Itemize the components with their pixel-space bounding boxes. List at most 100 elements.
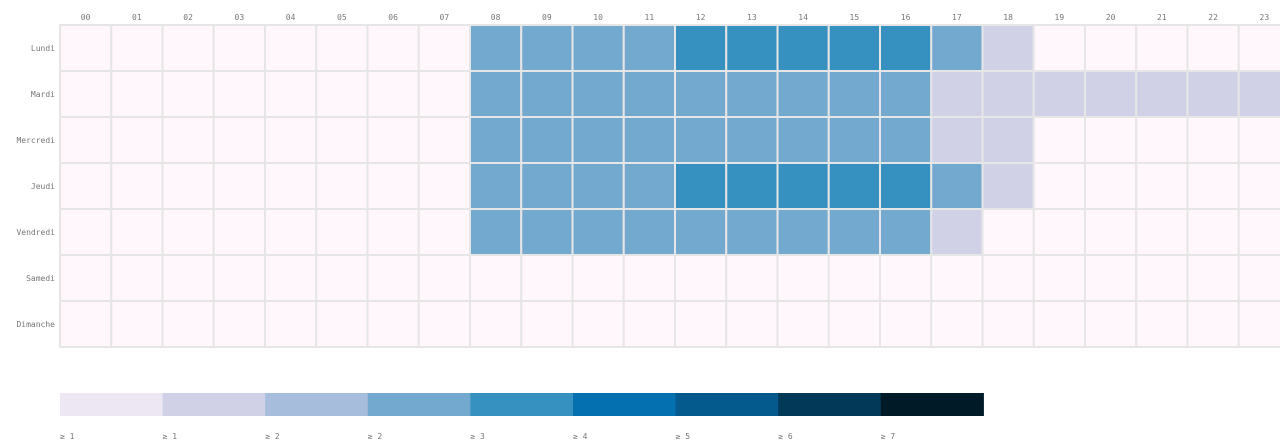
heatmap-cell-mercredi-05[interactable]	[315, 116, 369, 164]
heatmap-cell-samedi-02[interactable]	[161, 254, 215, 302]
heatmap-cell-jeudi-09[interactable]	[520, 162, 574, 210]
heatmap-cell-dimanche-00[interactable]	[59, 300, 113, 348]
heatmap-cell-samedi-21[interactable]	[1135, 254, 1189, 302]
heatmap-cell-jeudi-22[interactable]	[1186, 162, 1240, 210]
heatmap-cell-mercredi-13[interactable]	[725, 116, 779, 164]
heatmap-cell-samedi-09[interactable]	[520, 254, 574, 302]
heatmap-cell-lundi-07[interactable]	[417, 24, 471, 72]
heatmap-cell-mardi-02[interactable]	[161, 70, 215, 118]
heatmap-cell-vendredi-07[interactable]	[417, 208, 471, 256]
heatmap-cell-mercredi-17[interactable]	[930, 116, 984, 164]
heatmap-cell-jeudi-04[interactable]	[264, 162, 318, 210]
heatmap-cell-lundi-18[interactable]	[981, 24, 1035, 72]
heatmap-cell-vendredi-22[interactable]	[1186, 208, 1240, 256]
heatmap-cell-mercredi-16[interactable]	[879, 116, 933, 164]
heatmap-cell-jeudi-06[interactable]	[366, 162, 420, 210]
heatmap-cell-mercredi-15[interactable]	[827, 116, 881, 164]
heatmap-cell-mercredi-18[interactable]	[981, 116, 1035, 164]
heatmap-cell-lundi-06[interactable]	[366, 24, 420, 72]
heatmap-cell-dimanche-03[interactable]	[212, 300, 266, 348]
heatmap-cell-mercredi-11[interactable]	[622, 116, 676, 164]
heatmap-cell-jeudi-05[interactable]	[315, 162, 369, 210]
heatmap-cell-dimanche-11[interactable]	[622, 300, 676, 348]
heatmap-cell-samedi-19[interactable]	[1032, 254, 1086, 302]
heatmap-cell-vendredi-15[interactable]	[827, 208, 881, 256]
heatmap-cell-dimanche-06[interactable]	[366, 300, 420, 348]
heatmap-cell-dimanche-12[interactable]	[674, 300, 728, 348]
heatmap-cell-samedi-13[interactable]	[725, 254, 779, 302]
heatmap-cell-mercredi-03[interactable]	[212, 116, 266, 164]
heatmap-cell-samedi-00[interactable]	[59, 254, 113, 302]
heatmap-cell-samedi-16[interactable]	[879, 254, 933, 302]
heatmap-cell-samedi-23[interactable]	[1237, 254, 1280, 302]
heatmap-cell-mercredi-19[interactable]	[1032, 116, 1086, 164]
heatmap-cell-dimanche-22[interactable]	[1186, 300, 1240, 348]
heatmap-cell-dimanche-10[interactable]	[571, 300, 625, 348]
heatmap-cell-mercredi-09[interactable]	[520, 116, 574, 164]
heatmap-cell-jeudi-16[interactable]	[879, 162, 933, 210]
heatmap-cell-dimanche-16[interactable]	[879, 300, 933, 348]
heatmap-cell-samedi-12[interactable]	[674, 254, 728, 302]
heatmap-cell-samedi-03[interactable]	[212, 254, 266, 302]
heatmap-cell-vendredi-14[interactable]	[776, 208, 830, 256]
heatmap-cell-vendredi-04[interactable]	[264, 208, 318, 256]
heatmap-cell-lundi-08[interactable]	[469, 24, 523, 72]
heatmap-cell-samedi-08[interactable]	[469, 254, 523, 302]
heatmap-cell-jeudi-20[interactable]	[1084, 162, 1138, 210]
heatmap-cell-jeudi-13[interactable]	[725, 162, 779, 210]
heatmap-cell-lundi-16[interactable]	[879, 24, 933, 72]
heatmap-cell-vendredi-12[interactable]	[674, 208, 728, 256]
heatmap-cell-samedi-01[interactable]	[110, 254, 164, 302]
heatmap-cell-samedi-07[interactable]	[417, 254, 471, 302]
heatmap-cell-mercredi-23[interactable]	[1237, 116, 1280, 164]
heatmap-cell-dimanche-21[interactable]	[1135, 300, 1189, 348]
heatmap-cell-vendredi-11[interactable]	[622, 208, 676, 256]
heatmap-cell-mercredi-21[interactable]	[1135, 116, 1189, 164]
heatmap-cell-lundi-11[interactable]	[622, 24, 676, 72]
heatmap-cell-samedi-05[interactable]	[315, 254, 369, 302]
heatmap-cell-vendredi-20[interactable]	[1084, 208, 1138, 256]
heatmap-cell-dimanche-05[interactable]	[315, 300, 369, 348]
heatmap-cell-vendredi-19[interactable]	[1032, 208, 1086, 256]
heatmap-cell-samedi-10[interactable]	[571, 254, 625, 302]
heatmap-cell-vendredi-18[interactable]	[981, 208, 1035, 256]
heatmap-cell-mardi-16[interactable]	[879, 70, 933, 118]
heatmap-cell-vendredi-08[interactable]	[469, 208, 523, 256]
heatmap-cell-mardi-22[interactable]	[1186, 70, 1240, 118]
heatmap-cell-vendredi-23[interactable]	[1237, 208, 1280, 256]
heatmap-cell-vendredi-10[interactable]	[571, 208, 625, 256]
heatmap-cell-mercredi-01[interactable]	[110, 116, 164, 164]
heatmap-cell-samedi-22[interactable]	[1186, 254, 1240, 302]
heatmap-cell-mercredi-00[interactable]	[59, 116, 113, 164]
heatmap-cell-lundi-19[interactable]	[1032, 24, 1086, 72]
heatmap-cell-dimanche-20[interactable]	[1084, 300, 1138, 348]
heatmap-cell-vendredi-16[interactable]	[879, 208, 933, 256]
heatmap-cell-mardi-12[interactable]	[674, 70, 728, 118]
heatmap-cell-dimanche-01[interactable]	[110, 300, 164, 348]
heatmap-cell-jeudi-07[interactable]	[417, 162, 471, 210]
heatmap-cell-mardi-15[interactable]	[827, 70, 881, 118]
heatmap-cell-lundi-21[interactable]	[1135, 24, 1189, 72]
heatmap-cell-mardi-07[interactable]	[417, 70, 471, 118]
heatmap-cell-lundi-01[interactable]	[110, 24, 164, 72]
heatmap-cell-lundi-03[interactable]	[212, 24, 266, 72]
heatmap-cell-lundi-09[interactable]	[520, 24, 574, 72]
heatmap-cell-samedi-11[interactable]	[622, 254, 676, 302]
heatmap-cell-jeudi-17[interactable]	[930, 162, 984, 210]
heatmap-cell-mercredi-08[interactable]	[469, 116, 523, 164]
heatmap-cell-vendredi-21[interactable]	[1135, 208, 1189, 256]
heatmap-cell-jeudi-11[interactable]	[622, 162, 676, 210]
heatmap-cell-mardi-10[interactable]	[571, 70, 625, 118]
heatmap-cell-jeudi-19[interactable]	[1032, 162, 1086, 210]
heatmap-cell-mardi-00[interactable]	[59, 70, 113, 118]
heatmap-cell-mardi-13[interactable]	[725, 70, 779, 118]
heatmap-cell-dimanche-14[interactable]	[776, 300, 830, 348]
heatmap-cell-jeudi-23[interactable]	[1237, 162, 1280, 210]
heatmap-cell-dimanche-09[interactable]	[520, 300, 574, 348]
heatmap-cell-mardi-19[interactable]	[1032, 70, 1086, 118]
heatmap-cell-lundi-10[interactable]	[571, 24, 625, 72]
heatmap-cell-jeudi-21[interactable]	[1135, 162, 1189, 210]
heatmap-cell-dimanche-04[interactable]	[264, 300, 318, 348]
heatmap-cell-jeudi-02[interactable]	[161, 162, 215, 210]
heatmap-cell-mardi-01[interactable]	[110, 70, 164, 118]
